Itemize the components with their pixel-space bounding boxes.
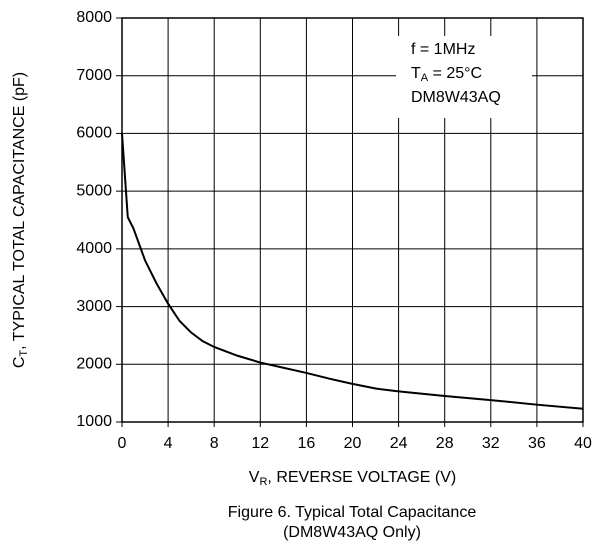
y-tick-label: 4000 [76,240,112,257]
x-tick-label: 12 [251,435,269,452]
x-tick-label: 40 [574,435,592,452]
label-sub: R [259,476,267,488]
x-tick-label: 36 [528,435,546,452]
label-main: T [411,65,421,82]
annotation: TA = 25°C [411,65,482,84]
curve [121,133,584,410]
caption: Figure 6. Typical Total Capacitance [228,504,477,521]
x-axis-label: VR, REVERSE VOLTAGE (V) [249,469,456,488]
x-tick-label: 28 [436,435,454,452]
x-tick-label: 20 [344,435,362,452]
y-tick-label: 8000 [76,9,112,26]
y-tick-label: 5000 [76,182,112,199]
y-tick-label: 3000 [76,298,112,315]
x-tick-label: 16 [298,435,316,452]
annotation: DM8W43AQ [411,89,501,106]
x-tick-label: 24 [390,435,408,452]
caption: (DM8W43AQ Only) [283,524,421,541]
label-rest: = 25°C [428,65,482,82]
label-sub: A [421,72,429,84]
y-tick-label: 2000 [76,356,112,373]
x-tick-label: 4 [164,435,173,452]
y-tick-label: 7000 [76,67,112,84]
label-sub: T [18,350,30,357]
annotation-box [396,36,532,118]
x-tick-label: 0 [118,435,127,452]
y-tick-label: 6000 [76,125,112,142]
label-main: C [11,357,28,369]
x-tick-label: 8 [210,435,219,452]
label-rest: , TYPICAL TOTAL CAPACITANCE (pF) [11,72,28,350]
label-rest: , REVERSE VOLTAGE (V) [267,469,456,486]
x-tick-label: 32 [482,435,500,452]
y-tick-label: 1000 [76,413,112,430]
y-axis-label: CT, TYPICAL TOTAL CAPACITANCE (pF) [11,72,30,368]
label-main: V [249,469,260,486]
plot-border [121,17,584,423]
annotation: f = 1MHz [411,41,475,58]
